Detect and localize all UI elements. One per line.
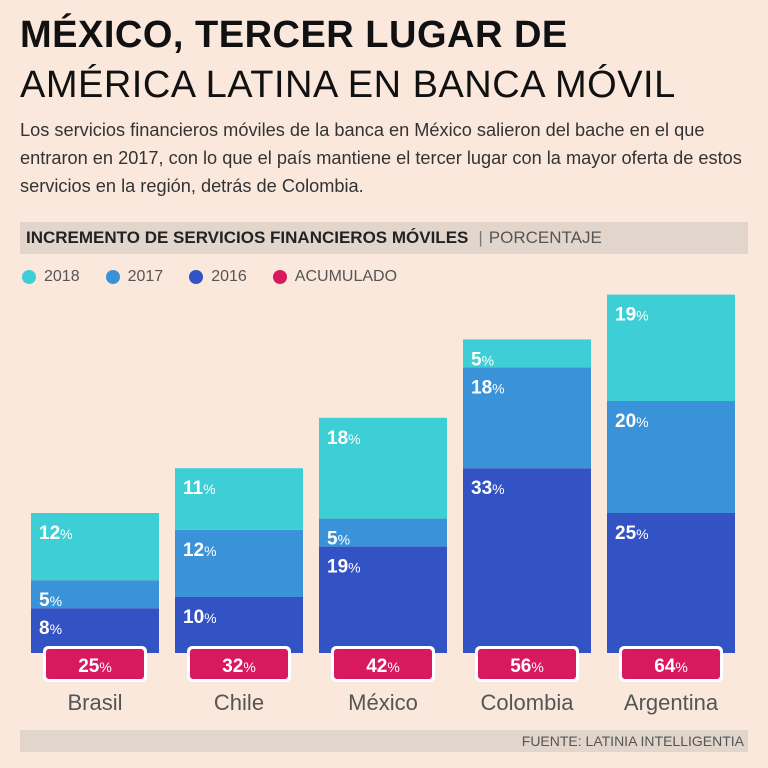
total-label-brasil: 25% xyxy=(78,656,112,677)
bar-value-label-brasil-2018: 12% xyxy=(39,523,73,544)
total-badge-chile xyxy=(190,649,288,679)
bar-value-label-chile-2017: 12% xyxy=(183,540,217,561)
bar-segment-brasil-2016 xyxy=(31,608,159,653)
bar-value-label-argentina-2017: 20% xyxy=(615,411,649,432)
bar-value-label-mexico-2018: 18% xyxy=(327,428,361,449)
bar-segment-brasil-2017 xyxy=(31,580,159,609)
total-badge-colombia xyxy=(478,649,576,679)
bar-value-label-colombia-2018: 5% xyxy=(471,349,494,370)
bar-value-label-colombia-2017: 18% xyxy=(471,377,505,398)
bar-value-label-brasil-2016: 8% xyxy=(39,618,62,639)
legend-label-acumulado: ACUMULADO xyxy=(294,268,398,285)
bar-segment-mexico-2018 xyxy=(319,417,447,519)
bar-segment-argentina-2016 xyxy=(607,513,735,653)
bar-value-label-argentina-2018: 19% xyxy=(615,305,649,326)
total-badge-brasil xyxy=(46,649,144,679)
category-label-argentina: Argentina xyxy=(624,690,719,715)
bar-value-label-brasil-2017: 5% xyxy=(39,590,62,611)
bar-value-label-mexico-2017: 5% xyxy=(327,529,350,550)
legend-swatch-acumulado xyxy=(272,270,287,284)
source-bar: FUENTE: LATINIA INTELLIGENTIA xyxy=(20,730,748,752)
bar-segment-chile-2017 xyxy=(175,529,303,597)
legend-label-2018: 2018 xyxy=(44,268,80,285)
source-text: FUENTE: LATINIA INTELLIGENTIA xyxy=(521,733,744,749)
chart-unit: PORCENTAJE xyxy=(488,228,602,247)
category-label-brasil: Brasil xyxy=(67,690,122,715)
legend: 2018 2017 2016 ACUMULADO xyxy=(22,268,423,286)
bar-segment-colombia-2017 xyxy=(463,367,591,469)
legend-swatch-2018 xyxy=(22,270,36,284)
bar-segment-mexico-2016 xyxy=(319,546,447,653)
subtitle-separator: | xyxy=(478,228,483,247)
total-label-chile: 32% xyxy=(222,656,256,677)
legend-item-acumulado: ACUMULADO xyxy=(272,268,398,286)
bar-segment-mexico-2017 xyxy=(319,518,447,547)
category-label-chile: Chile xyxy=(214,690,264,715)
legend-label-2016: 2016 xyxy=(211,268,247,285)
legend-swatch-2016 xyxy=(189,270,204,284)
legend-item-2016: 2016 xyxy=(189,268,247,286)
bar-segment-colombia-2016 xyxy=(463,468,591,653)
title-line-1: MÉXICO, TERCER LUGAR DE xyxy=(20,14,568,56)
chart-subtitle-bar: INCREMENTO DE SERVICIOS FINANCIEROS MÓVI… xyxy=(20,222,748,254)
bar-segment-brasil-2018 xyxy=(31,513,159,581)
category-label-mexico: México xyxy=(348,690,418,715)
total-label-mexico: 42% xyxy=(366,656,400,677)
bar-segment-argentina-2018 xyxy=(607,294,735,401)
title-line-2: AMÉRICA LATINA EN BANCA MÓVIL xyxy=(20,64,676,106)
total-badge-mexico xyxy=(334,649,432,679)
legend-item-2017: 2017 xyxy=(105,268,164,286)
bar-segment-chile-2016 xyxy=(175,597,303,653)
bar-value-label-argentina-2016: 25% xyxy=(615,523,649,544)
bar-value-label-colombia-2016: 33% xyxy=(471,478,505,499)
bar-segment-chile-2018 xyxy=(175,468,303,530)
total-label-colombia: 56% xyxy=(510,656,544,677)
bar-value-label-chile-2016: 10% xyxy=(183,607,217,628)
lede-paragraph: Los servicios financieros móviles de la … xyxy=(20,120,742,196)
category-label-colombia: Colombia xyxy=(481,690,575,715)
total-badge-argentina xyxy=(622,649,720,679)
legend-item-2018: 2018 xyxy=(22,268,80,286)
bar-segment-argentina-2017 xyxy=(607,401,735,513)
chart-subtitle: INCREMENTO DE SERVICIOS FINANCIEROS MÓVI… xyxy=(26,228,469,247)
bar-segment-colombia-2018 xyxy=(463,339,591,368)
total-label-argentina: 64% xyxy=(654,656,688,677)
bar-value-label-chile-2018: 11% xyxy=(183,478,216,499)
legend-swatch-2017 xyxy=(105,270,120,284)
bar-value-label-mexico-2016: 19% xyxy=(327,557,361,578)
legend-label-2017: 2017 xyxy=(127,268,164,285)
